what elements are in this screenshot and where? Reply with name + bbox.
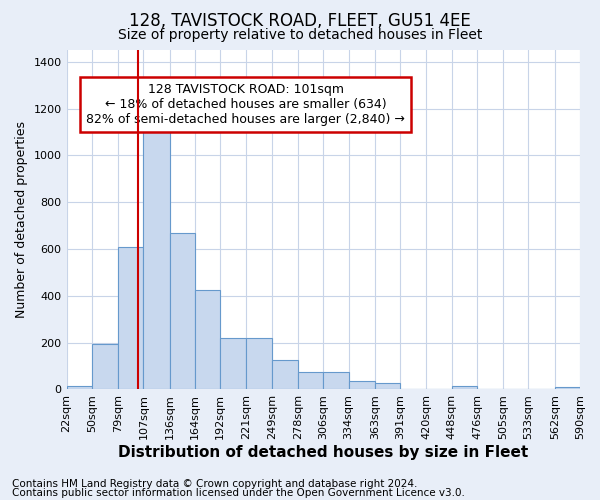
Bar [323, 372, 349, 390]
Bar [247, 338, 272, 390]
Bar [143, 130, 170, 390]
Text: Size of property relative to detached houses in Fleet: Size of property relative to detached ho… [118, 28, 482, 42]
Bar [220, 338, 247, 390]
Text: 128 TAVISTOCK ROAD: 101sqm
← 18% of detached houses are smaller (634)
82% of sem: 128 TAVISTOCK ROAD: 101sqm ← 18% of deta… [86, 83, 405, 126]
Bar [195, 290, 220, 390]
Text: Contains HM Land Registry data © Crown copyright and database right 2024.: Contains HM Land Registry data © Crown c… [12, 479, 418, 489]
Text: 128, TAVISTOCK ROAD, FLEET, GU51 4EE: 128, TAVISTOCK ROAD, FLEET, GU51 4EE [129, 12, 471, 30]
Bar [375, 383, 400, 390]
Bar [118, 246, 143, 390]
Bar [554, 387, 580, 390]
Bar [349, 380, 375, 390]
Bar [452, 386, 477, 390]
Bar [298, 372, 323, 390]
Text: Contains public sector information licensed under the Open Government Licence v3: Contains public sector information licen… [12, 488, 465, 498]
Bar [272, 360, 298, 390]
Y-axis label: Number of detached properties: Number of detached properties [15, 121, 28, 318]
Bar [92, 344, 118, 390]
Bar [170, 232, 195, 390]
Bar [67, 386, 92, 390]
X-axis label: Distribution of detached houses by size in Fleet: Distribution of detached houses by size … [118, 445, 529, 460]
